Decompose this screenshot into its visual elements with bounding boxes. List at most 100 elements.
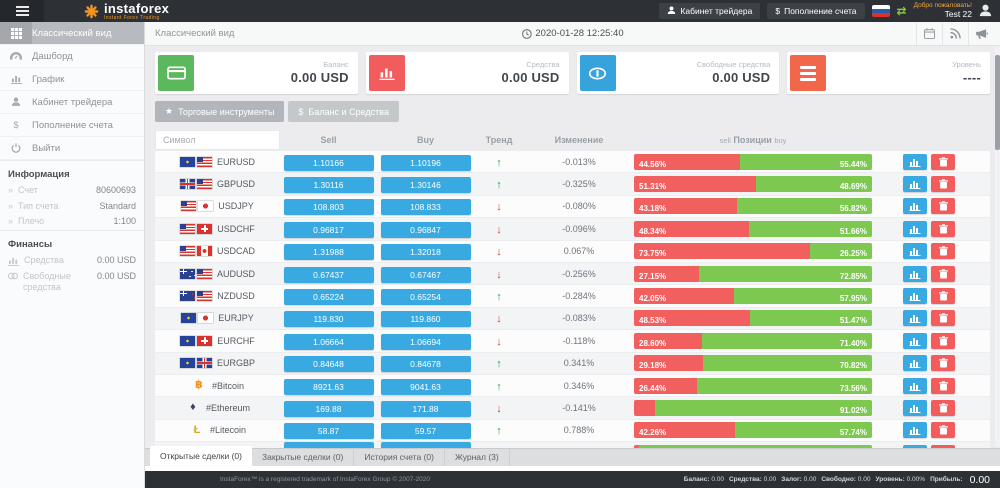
chart-button[interactable]	[903, 355, 927, 372]
buy-price-button[interactable]: 108.833	[380, 199, 471, 216]
sell-price-button[interactable]: 0.67437	[283, 266, 374, 283]
buy-price-button[interactable]: 1.32018	[380, 244, 471, 261]
sell-price-button[interactable]: 108.803	[283, 199, 374, 216]
swap-arrows-icon[interactable]: ⇄	[896, 3, 907, 18]
symbol-cell[interactable]: EURCHF	[155, 335, 280, 346]
sell-price-button[interactable]: 1.10166	[283, 154, 374, 171]
sidebar-item[interactable]: График	[0, 68, 144, 91]
avatar-icon[interactable]	[979, 4, 992, 17]
symbol-cell[interactable]: Ł #Litecoin	[155, 424, 280, 436]
chart-button[interactable]	[903, 377, 927, 394]
symbol-cell[interactable]: EURGBP	[155, 358, 280, 369]
sell-price-button[interactable]: 119.830	[283, 311, 374, 328]
symbol-cell[interactable]: AUDUSD	[155, 268, 280, 279]
buy-price-button[interactable]: 9041.63	[380, 378, 471, 395]
chart-button[interactable]	[903, 399, 927, 416]
symbol-cell[interactable]: USDCAD	[155, 246, 280, 257]
info-label: Тип счета	[18, 200, 59, 211]
symbol-label: GBPUSD	[216, 179, 255, 190]
credit-card-icon	[158, 55, 194, 91]
sidebar-item[interactable]: Классический вид	[0, 22, 144, 45]
info-label: Плечо	[18, 216, 45, 227]
delete-button[interactable]	[931, 310, 955, 327]
delete-button[interactable]	[931, 153, 955, 170]
chart-button[interactable]	[903, 288, 927, 305]
buy-price-button[interactable]: 0.96847	[380, 221, 471, 238]
delete-button[interactable]	[931, 243, 955, 260]
chart-button[interactable]	[903, 332, 927, 349]
sell-price-button[interactable]: 58.87	[283, 423, 374, 440]
delete-button[interactable]	[931, 377, 955, 394]
delete-button[interactable]	[931, 399, 955, 416]
sidebar-item[interactable]: $ Пополнение счета	[0, 114, 144, 137]
sell-price-button[interactable]: 8921.63	[283, 378, 374, 395]
chart-button[interactable]	[903, 198, 927, 215]
sidebar-item[interactable]: Выйти	[0, 137, 144, 160]
buy-price-button[interactable]: 171.88	[380, 400, 471, 417]
symbol-cell[interactable]: ♦ #Ethereum	[155, 402, 280, 413]
tab[interactable]: История счета (0)	[354, 448, 445, 466]
symbol-cell[interactable]: GBPUSD	[155, 179, 280, 190]
megaphone-icon[interactable]	[968, 22, 994, 45]
tab[interactable]: Открытые сделки (0)	[150, 446, 252, 466]
scrollbar-thumb[interactable]	[995, 55, 1000, 150]
buy-price-button[interactable]: 0.67467	[380, 266, 471, 283]
sell-price-button[interactable]: 0.96817	[283, 221, 374, 238]
russian-flag-icon[interactable]	[871, 4, 890, 17]
buy-price-button[interactable]: 0.84678	[380, 356, 471, 373]
hamburger-menu-button[interactable]	[0, 0, 44, 22]
sell-price-button[interactable]	[283, 442, 374, 448]
symbol-cell[interactable]: ฿ #Bitcoin	[155, 380, 280, 391]
sell-price-button[interactable]: 169.88	[283, 400, 374, 417]
chart-button[interactable]	[903, 220, 927, 237]
symbol-filter-input[interactable]	[155, 129, 280, 150]
sell-price-button[interactable]: 0.84648	[283, 356, 374, 373]
scrollbar-track[interactable]	[995, 47, 1000, 447]
sell-price-button[interactable]: 1.30116	[283, 177, 374, 194]
trader-cabinet-button[interactable]: Кабинет трейдера	[659, 2, 761, 19]
toolbar-button[interactable]: $ Баланс и Средства	[288, 101, 399, 122]
symbol-cell[interactable]: USDCHF	[155, 223, 280, 234]
tab[interactable]: Закрытые сделки (0)	[252, 448, 355, 466]
chart-button[interactable]	[903, 176, 927, 193]
symbol-cell[interactable]: EURJPY	[155, 313, 280, 324]
delete-button[interactable]	[931, 176, 955, 193]
sell-price-button[interactable]: 0.65224	[283, 289, 374, 306]
calendar-icon[interactable]	[916, 22, 942, 45]
buy-price-button[interactable]: 1.30146	[380, 177, 471, 194]
positions-sell-segment: 27.15%	[634, 265, 699, 282]
chart-button[interactable]	[903, 153, 927, 170]
chart-button[interactable]	[903, 444, 927, 448]
sidebar-item-label: График	[32, 73, 65, 85]
buy-price-button[interactable]	[380, 442, 471, 448]
toolbar-button[interactable]: ★ Торговые инструменты	[155, 101, 285, 122]
rss-icon[interactable]	[942, 22, 968, 45]
info-row: » Плечо 1:100	[0, 214, 144, 230]
symbol-cell[interactable]: NZDUSD	[155, 291, 280, 302]
sell-price-button[interactable]: 1.06664	[283, 333, 374, 350]
chart-button[interactable]	[903, 310, 927, 327]
buy-price-button[interactable]: 59.57	[380, 423, 471, 440]
buy-price-button[interactable]: 0.65254	[380, 289, 471, 306]
chart-button[interactable]	[903, 243, 927, 260]
delete-button[interactable]	[931, 422, 955, 439]
buy-price-button[interactable]: 1.10196	[380, 154, 471, 171]
delete-button[interactable]	[931, 265, 955, 282]
sidebar-item[interactable]: Дашборд	[0, 45, 144, 68]
sidebar-item[interactable]: Кабинет трейдера	[0, 91, 144, 114]
buy-price-button[interactable]: 119.860	[380, 311, 471, 328]
tab[interactable]: Журнал (3)	[445, 448, 510, 466]
symbol-cell[interactable]: EURUSD	[155, 156, 280, 167]
symbol-cell[interactable]: USDJPY	[155, 201, 280, 212]
chart-button[interactable]	[903, 265, 927, 282]
deposit-button[interactable]: $ Пополнение счета	[767, 2, 865, 19]
delete-button[interactable]	[931, 288, 955, 305]
delete-button[interactable]	[931, 355, 955, 372]
sell-price-button[interactable]: 1.31988	[283, 244, 374, 261]
delete-button[interactable]	[931, 220, 955, 237]
delete-button[interactable]	[931, 444, 955, 448]
delete-button[interactable]	[931, 332, 955, 349]
delete-button[interactable]	[931, 198, 955, 215]
chart-button[interactable]	[903, 422, 927, 439]
buy-price-button[interactable]: 1.06694	[380, 333, 471, 350]
